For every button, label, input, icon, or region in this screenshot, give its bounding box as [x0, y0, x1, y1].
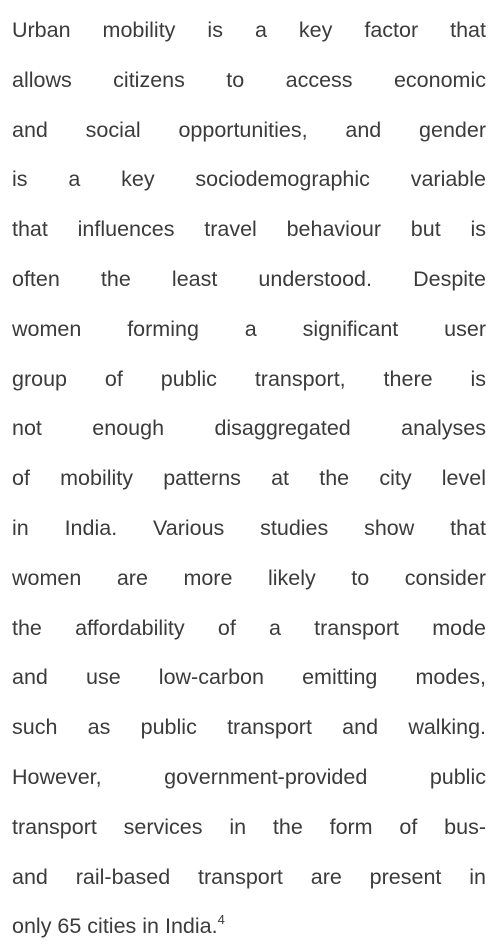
- line-text: allows citizens to access economic: [12, 67, 486, 92]
- text-line: group of public transport, there is: [12, 355, 486, 405]
- text-line: is a key sociodemographic variable: [12, 155, 486, 205]
- line-text: Urban mobility is a key factor that: [12, 18, 486, 42]
- line-text: not enough disaggregated analyses: [12, 416, 486, 441]
- line-text: women forming a significant user: [12, 316, 486, 341]
- text-line: the affordability of a transport mode: [12, 604, 486, 654]
- text-line: allows citizens to access economic: [12, 56, 486, 106]
- text-line: However, government-provided public: [12, 753, 486, 803]
- line-text: often the least understood. Despite: [12, 266, 486, 291]
- line-text: transport services in the form of bus-: [12, 814, 486, 839]
- line-text: only 65 cities in India.: [12, 914, 218, 939]
- text-line: of mobility patterns at the city level: [12, 454, 486, 504]
- line-text: that influences travel behaviour but is: [12, 217, 486, 242]
- line-text: women are more likely to consider: [12, 565, 486, 590]
- text-line: only 65 cities in India.4: [12, 902, 486, 952]
- text-line: often the least understood. Despite: [12, 255, 486, 305]
- line-text: is a key sociodemographic variable: [12, 167, 486, 192]
- text-line: not enough disaggregated analyses: [12, 404, 486, 454]
- text-line: and social opportunities, and gender: [12, 106, 486, 156]
- text-line: women forming a significant user: [12, 305, 486, 355]
- text-line: and rail-based transport are present in: [12, 853, 486, 903]
- line-text: and use low-carbon emitting modes,: [12, 665, 486, 690]
- text-line: and use low-carbon emitting modes,: [12, 653, 486, 703]
- line-text: and rail-based transport are present in: [12, 864, 486, 889]
- footnote-ref: 4: [217, 912, 225, 928]
- line-text: such as public transport and walking.: [12, 715, 486, 740]
- text-line: women are more likely to consider: [12, 554, 486, 604]
- text-line: that influences travel behaviour but is: [12, 205, 486, 255]
- text-line: in India. Various studies show that: [12, 504, 486, 554]
- line-text: group of public transport, there is: [12, 366, 486, 391]
- paragraph: Urban mobility is a key factor that allow…: [12, 6, 486, 952]
- text-line: such as public transport and walking.: [12, 703, 486, 753]
- line-text: However, government-provided public: [12, 764, 486, 789]
- text-line: transport services in the form of bus-: [12, 803, 486, 853]
- line-text: the affordability of a transport mode: [12, 615, 486, 640]
- line-text: of mobility patterns at the city level: [12, 466, 486, 491]
- line-text: in India. Various studies show that: [12, 515, 486, 540]
- line-text: and social opportunities, and gender: [12, 117, 486, 142]
- text-line: Urban mobility is a key factor that: [12, 6, 486, 56]
